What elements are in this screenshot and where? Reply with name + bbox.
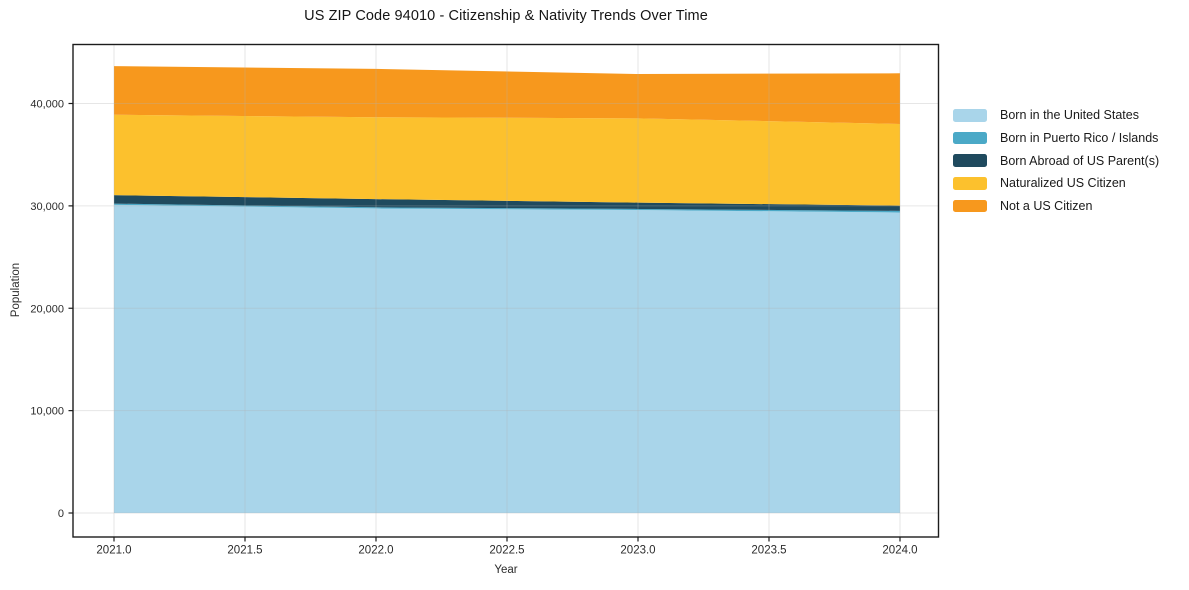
y-tick-label: 20,000 (30, 303, 64, 315)
y-axis-label: Population (10, 262, 22, 318)
legend-swatch-icon (953, 131, 987, 145)
legend-label: Born in Puerto Rico / Islands (1000, 131, 1159, 146)
legend-item-born-abroad-of-us-parent-s: Born Abroad of US Parent(s) (953, 149, 1159, 172)
legend-item-not-a-us-citizen: Not a US Citizen (953, 195, 1159, 218)
x-tick-label: 2024.0 (882, 545, 917, 557)
x-tick-label: 2022.0 (358, 545, 393, 557)
area-born-in-puerto-rico-islands (114, 203, 900, 213)
chart-title: US ZIP Code 94010 - Citizenship & Nativi… (304, 8, 708, 24)
legend-label: Born in the United States (1000, 108, 1139, 123)
legend-swatch-icon (953, 177, 987, 190)
y-tick-label: 30,000 (30, 201, 64, 213)
legend-swatch-icon (953, 199, 987, 213)
x-tick-label: 2021.0 (96, 545, 131, 557)
legend-label: Naturalized US Citizen (1000, 176, 1126, 191)
legend-label: Born Abroad of US Parent(s) (1000, 153, 1160, 168)
legend-label: Not a US Citizen (1000, 199, 1093, 214)
area-born-abroad-of-us-parent-s (114, 195, 900, 211)
legend-swatch-icon (953, 154, 987, 167)
y-tick-label: 40,000 (30, 99, 64, 111)
legend: Born in the United States Born in Puerto … (953, 104, 1159, 217)
plot-frame (72, 43, 940, 538)
x-tick-label: 2022.5 (489, 545, 524, 557)
legend-item-born-in-puerto-rico-islands: Born in Puerto Rico / Islands (953, 127, 1159, 150)
y-tick-label: 10,000 (30, 406, 64, 418)
legend-item-naturalized-us-citizen: Naturalized US Citizen (953, 172, 1159, 195)
area-not-a-us-citizen (114, 66, 900, 124)
x-axis-label: Year (494, 564, 518, 576)
x-tick-label: 2021.5 (227, 545, 262, 557)
y-tick-label: 0 (58, 508, 64, 520)
area-born-in-the-united-states (114, 204, 900, 513)
legend-swatch-icon (953, 109, 987, 122)
x-tick-label: 2023.0 (620, 545, 655, 557)
legend-item-born-in-the-united-states: Born in the United States (953, 104, 1159, 127)
x-tick-label: 2023.5 (751, 545, 786, 557)
area-naturalized-us-citizen (114, 114, 900, 206)
